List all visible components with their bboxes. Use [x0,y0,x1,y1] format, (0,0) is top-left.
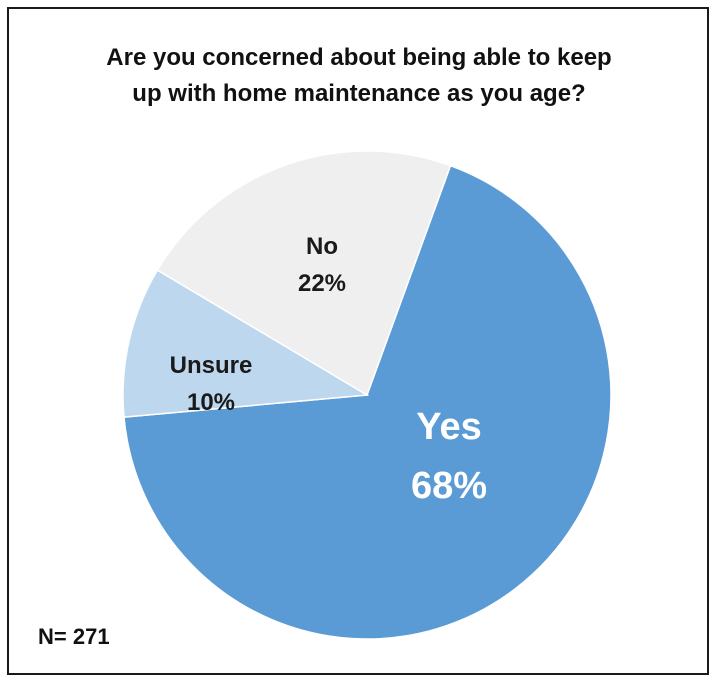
slice-label-unsure: Unsure [170,352,253,379]
pie-slice-no [156,150,452,397]
chart-title-line-2: up with home maintenance as you age? [132,80,586,107]
pie-slice-yes [123,164,612,640]
chart-title-line-1: Are you concerned about being able to ke… [106,44,612,71]
slice-value-yes: 68% [411,465,487,507]
slice-label-no: No [306,233,338,260]
slice-value-unsure: 10% [187,389,235,416]
chart-title: Are you concerned about being able to ke… [0,40,718,112]
pie-slice-unsure [122,269,370,418]
slice-value-no: 22% [298,270,346,297]
slice-label-yes: Yes [416,406,482,448]
sample-size-note: N= 271 [38,624,110,649]
